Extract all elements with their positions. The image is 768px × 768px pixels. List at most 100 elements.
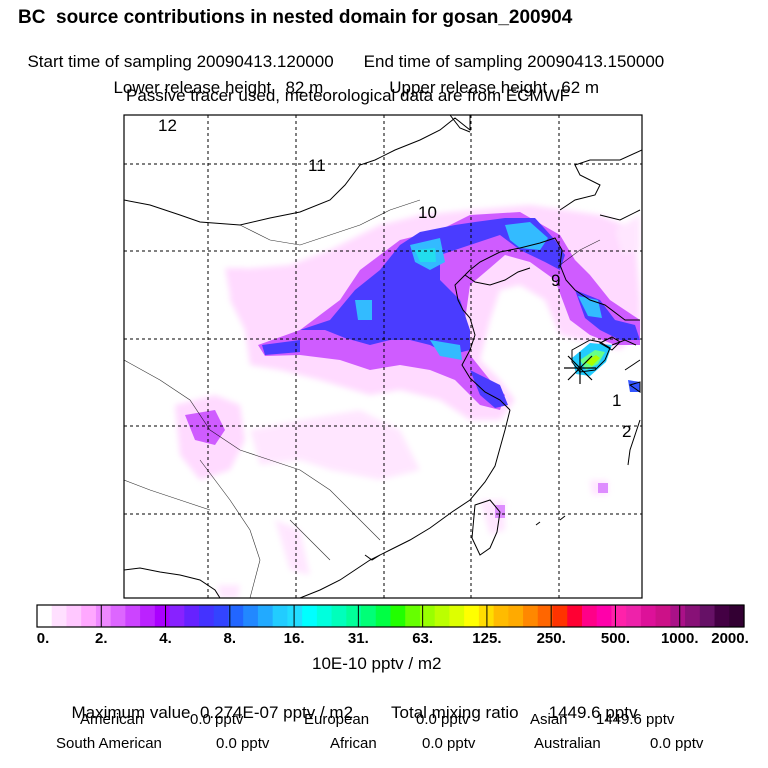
colorbar-label: 31. [347,630,369,647]
colorbar-swatch [37,605,53,627]
upper-release-height: Upper release height 62 m [389,78,600,97]
plot-title: BC source contributions in nested domain… [18,7,573,28]
colorbar-swatch [213,605,230,627]
region-american-name: American [80,711,144,728]
region-african-name: African [330,735,377,752]
colorbar-swatch [729,605,745,627]
colorbar [37,605,745,627]
borders [124,199,601,598]
colorbar-swatch [449,605,465,627]
region-south-american-name: South American [56,735,162,752]
max-value-label: Maximum value [71,703,191,722]
hour-label-1: 1 [612,391,621,410]
receptor-hotspot [572,343,612,376]
colorbar-label: 16. [283,630,305,647]
colorbar-swatch [699,605,716,627]
colorbar-swatch [714,605,730,627]
colorbar-swatch [375,605,392,627]
end-time-label: End time of sampling 20090413.150000 [363,52,665,71]
colorbar-swatch [596,605,613,627]
region-asian-value: 1449.6 pptv [596,711,675,728]
colorbar-label: 0. [36,630,50,647]
region-australian-name: Australian [534,735,601,752]
hour-label-2: 2 [622,422,631,441]
colorbar-swatch [419,605,436,627]
colorbar-label: 2000. [711,630,749,647]
sampling-time-line: Start time of sampling 20090413.120000 En… [18,36,664,70]
colorbar-swatch [154,605,171,627]
region-american-value: 0.0 pptv [190,711,244,728]
colorbar-swatch [272,605,288,627]
graticule [124,115,642,598]
total-mixing-label: Total mixing ratio [391,703,519,722]
colorbar-swatch [464,605,480,627]
colorbar-swatch [685,605,701,627]
colorbar-unit: 10E-10 pptv / m2 [312,654,442,673]
map-frame [123,114,643,599]
colorbar-swatch [51,605,68,627]
hour-label-12: 12 [158,116,177,135]
colorbar-swatch [640,605,657,627]
colorbar-swatch [66,605,82,627]
colorbar-swatch [581,605,598,627]
region-australian-value: 0.0 pptv [650,735,704,752]
colorbar-label: 500. [600,630,631,647]
hour-label-11: 11 [308,156,326,175]
colorbar-label: 125. [472,630,502,647]
colorbar-label: 250. [536,630,566,647]
total-mixing-value: 1449.6 pptv [548,703,638,722]
colorbar-swatch [110,605,126,627]
colorbar-label: 63. [412,630,434,647]
colorbar-swatch [346,605,362,627]
colorbar-swatch [655,605,671,627]
colorbar-swatch [523,605,539,627]
receptor-marker-icon [564,352,596,384]
colorbar-swatch [316,605,333,627]
colorbar-swatch [95,605,112,627]
colorbar-swatch [331,605,347,627]
colorbar-label: 2. [95,630,108,647]
lower-release-height: Lower release height 82 m [113,78,324,97]
colorbar-swatch [508,605,524,627]
coastlines [124,115,642,598]
colorbar-swatch [140,605,156,627]
colorbar-swatch [125,605,141,627]
colorbar-swatch [287,605,303,627]
colorbar-label: 4. [159,630,172,647]
colorbar-swatch [670,605,686,627]
colorbar-swatch [228,605,244,627]
max-total-line: Maximum value 0.274E-07 pptv / m2 Total m… [62,687,637,721]
colorbar-swatch [567,605,583,627]
colorbar-swatch [611,605,627,627]
region-african-value: 0.0 pptv [422,735,476,752]
colorbar-swatch [243,605,259,627]
region-european-value: 0.0 pptv [416,711,470,728]
hour-label-9: 9 [551,271,560,290]
region-south-american-value: 0.0 pptv [216,735,270,752]
max-value: 0.274E-07 pptv / m2 [199,703,354,722]
colorbar-swatch [169,605,185,627]
colorbar-label: 1000. [660,630,699,647]
colorbar-swatch [302,605,318,627]
colorbar-swatch [361,605,377,627]
colorbar-ticks [36,605,745,627]
tracer-note: Passive tracer used, meteorological data… [126,86,571,105]
colorbar-swatch [537,605,554,627]
colorbar-swatch [626,605,642,627]
colorbar-swatch [405,605,421,627]
region-european-name: European [304,711,370,728]
colorbar-label: 8. [223,630,237,647]
colorbar-swatch [390,605,406,627]
colorbar-swatch [257,605,274,627]
release-height-line: Lower release height 82 m Upper release h… [104,62,599,96]
region-asian-name: Asian [530,711,568,728]
start-time-label: Start time of sampling 20090413.120000 [27,52,334,71]
colorbar-swatch [199,605,215,627]
hour-label-10: 10 [418,203,437,222]
colorbar-swatch [434,605,451,627]
colorbar-swatch [493,605,509,627]
colorbar-swatch [552,605,568,627]
colorbar-swatch [184,605,200,627]
colorbar-swatch [81,605,97,627]
